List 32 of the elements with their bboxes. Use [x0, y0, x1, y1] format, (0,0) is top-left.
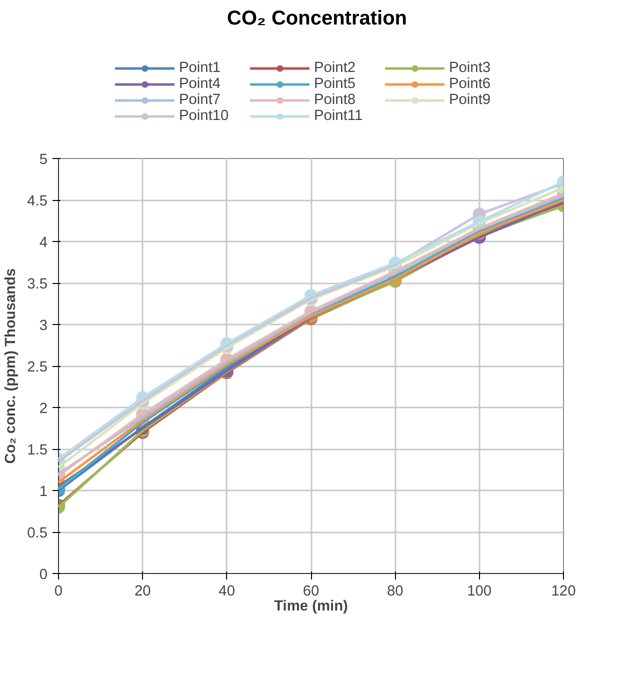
y-tick-label: 3	[39, 318, 48, 334]
y-tick-label: 2	[39, 401, 48, 417]
x-tick-label: 60	[302, 584, 320, 600]
x-tick-label: 0	[54, 584, 63, 600]
legend-label: Point3	[449, 60, 492, 76]
legend-label: Point11	[314, 108, 364, 124]
y-tick-label: 0	[39, 567, 48, 583]
x-tick-label: 120	[551, 584, 576, 600]
chart-title: CO₂ Concentration	[227, 8, 407, 30]
x-axis-title: Time (min)	[274, 598, 348, 614]
legend-label: Point6	[449, 76, 492, 92]
legend-label: Point7	[179, 92, 222, 108]
x-tick-label: 40	[218, 584, 235, 600]
y-tick-label: 1	[39, 484, 48, 500]
legend-label: Point2	[314, 60, 357, 76]
legend-label: Point8	[314, 92, 357, 108]
y-tick-label: 4.5	[27, 194, 48, 210]
legend-label: Point10	[179, 108, 230, 124]
legend-label: Point9	[449, 92, 492, 108]
legend-label: Point5	[314, 76, 357, 92]
y-tick-label: 0.5	[27, 526, 48, 542]
x-tick-label: 20	[134, 584, 151, 600]
y-tick-label: 2.5	[27, 360, 48, 376]
y-tick-label: 3.5	[27, 276, 48, 292]
legend-label: Point4	[179, 76, 222, 92]
y-axis-title: Co₂ conc. (ppm) Thousands	[3, 268, 20, 464]
x-tick-label: 100	[467, 584, 492, 600]
y-tick-label: 1.5	[27, 442, 48, 458]
x-tick-label: 80	[387, 584, 404, 600]
y-tick-label: 4	[39, 235, 48, 251]
legend-label: Point1	[179, 60, 222, 76]
y-tick-label: 5	[39, 152, 48, 168]
